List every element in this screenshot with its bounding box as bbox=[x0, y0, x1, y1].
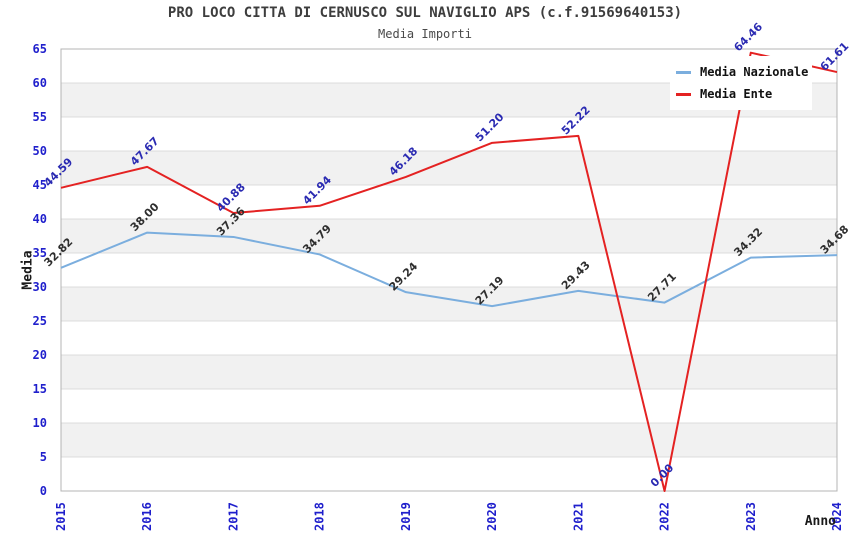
chart-subtitle: Media Importi bbox=[378, 27, 472, 41]
x-tick-label: 2021 bbox=[571, 502, 585, 531]
x-tick-label: 2020 bbox=[485, 502, 499, 531]
band-row bbox=[61, 287, 837, 321]
legend-label-media-ente: Media Ente bbox=[700, 87, 773, 101]
x-tick-label: 2018 bbox=[313, 502, 327, 531]
series-line-1 bbox=[60, 51, 838, 492]
y-tick-label: 5 bbox=[40, 450, 47, 464]
legend-item-media-ente: Media Ente bbox=[676, 83, 812, 105]
legend-item-media-nazionale: Media Nazionale bbox=[676, 61, 812, 83]
y-tick-label: 55 bbox=[33, 110, 47, 124]
x-tick-label: 2015 bbox=[54, 502, 68, 531]
x-tick-label: 2019 bbox=[399, 502, 413, 531]
y-tick-label: 40 bbox=[33, 212, 47, 226]
y-tick-label: 10 bbox=[33, 416, 47, 430]
y-axis-title: Media bbox=[20, 250, 36, 290]
y-tick-label: 45 bbox=[33, 178, 47, 192]
legend-label-media-nazionale: Media Nazionale bbox=[700, 65, 809, 79]
series-line-0 bbox=[60, 231, 838, 308]
y-tick-label: 50 bbox=[33, 144, 47, 158]
chart-title: PRO LOCO CITTA DI CERNUSCO SUL NAVIGLIO … bbox=[167, 5, 683, 21]
x-tick-label: 2023 bbox=[744, 502, 758, 531]
media-ente-line-swatch bbox=[676, 92, 691, 96]
y-tick-label: 30 bbox=[33, 280, 47, 294]
plot-border bbox=[60, 48, 838, 492]
y-tick-label: 15 bbox=[33, 382, 47, 396]
media-nazionale-line-swatch bbox=[676, 70, 691, 74]
band-row bbox=[61, 355, 837, 389]
y-tick-label: 65 bbox=[33, 42, 47, 56]
band-row bbox=[61, 219, 837, 253]
band-row bbox=[61, 151, 837, 185]
y-tick-label: 35 bbox=[33, 246, 47, 260]
value-label-1: 61.61 bbox=[818, 40, 850, 74]
legend: Media Nazionale Media Ente bbox=[670, 56, 812, 110]
x-tick-label: 2022 bbox=[658, 502, 672, 531]
y-tick-label: 20 bbox=[33, 348, 47, 362]
y-tick-label: 25 bbox=[33, 314, 47, 328]
band-row bbox=[61, 423, 837, 457]
y-tick-label: 0 bbox=[40, 484, 47, 498]
x-tick-label: 2017 bbox=[226, 502, 240, 531]
x-axis-title: Anno bbox=[804, 514, 836, 529]
y-tick-label: 60 bbox=[33, 76, 47, 90]
x-tick-label: 2016 bbox=[140, 502, 154, 531]
x-tick-label: 2024 bbox=[830, 502, 844, 531]
